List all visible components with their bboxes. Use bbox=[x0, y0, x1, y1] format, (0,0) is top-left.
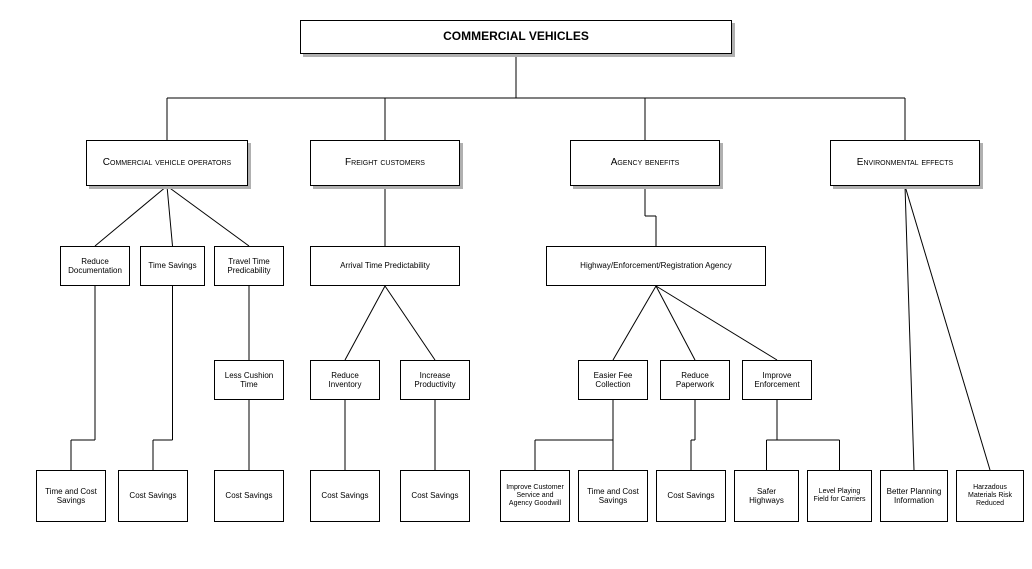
node-rpap: Reduce Paperwork bbox=[660, 360, 730, 400]
node-ttp: Travel Time Predicability bbox=[214, 246, 284, 286]
node-ee: Environmental effects bbox=[830, 140, 980, 186]
node-L3: Cost Savings bbox=[214, 470, 284, 522]
node-label: Highway/Enforcement/Registration Agency bbox=[551, 261, 761, 270]
node-L11: Better Planning Information bbox=[880, 470, 948, 522]
node-root: COMMERCIAL VEHICLES bbox=[300, 20, 732, 54]
node-label: Safer Highways bbox=[739, 487, 794, 505]
node-tsav: Time Savings bbox=[140, 246, 205, 286]
node-L2: Cost Savings bbox=[118, 470, 188, 522]
node-L8: Cost Savings bbox=[656, 470, 726, 522]
node-label: Level Playing Field for Carriers bbox=[812, 488, 867, 504]
node-incp: Increase Productivity bbox=[400, 360, 470, 400]
node-label: Cost Savings bbox=[219, 491, 279, 500]
node-label: Cost Savings bbox=[405, 491, 465, 500]
node-label: COMMERCIAL VEHICLES bbox=[305, 30, 727, 44]
node-label: Cost Savings bbox=[315, 491, 375, 500]
node-label: Time Savings bbox=[145, 261, 200, 270]
node-label: Time and Cost Savings bbox=[41, 487, 101, 505]
node-L6: Improve Customer Service and Agency Good… bbox=[500, 470, 570, 522]
node-ienf: Improve Enforcement bbox=[742, 360, 812, 400]
node-L5: Cost Savings bbox=[400, 470, 470, 522]
node-L12: Harzadous Materials Risk Reduced bbox=[956, 470, 1024, 522]
node-label: Reduce Documentation bbox=[65, 257, 125, 275]
node-efee: Easier Fee Collection bbox=[578, 360, 648, 400]
node-L9: Safer Highways bbox=[734, 470, 799, 522]
node-label: Commercial vehicle operators bbox=[91, 157, 243, 169]
node-label: Agency benefits bbox=[575, 157, 715, 169]
node-label: Less Cushion Time bbox=[219, 371, 279, 389]
node-label: Increase Productivity bbox=[405, 371, 465, 389]
node-label: Improve Enforcement bbox=[747, 371, 807, 389]
node-label: Arrival Time Predictability bbox=[315, 261, 455, 270]
node-label: Reduce Paperwork bbox=[665, 371, 725, 389]
node-L4: Cost Savings bbox=[310, 470, 380, 522]
node-L7: Time and Cost Savings bbox=[578, 470, 648, 522]
node-fc: Freight customers bbox=[310, 140, 460, 186]
node-cvo: Commercial vehicle operators bbox=[86, 140, 248, 186]
node-rinv: Reduce Inventory bbox=[310, 360, 380, 400]
node-label: Reduce Inventory bbox=[315, 371, 375, 389]
node-label: Cost Savings bbox=[123, 491, 183, 500]
node-lct: Less Cushion Time bbox=[214, 360, 284, 400]
node-hera: Highway/Enforcement/Registration Agency bbox=[546, 246, 766, 286]
node-label: Easier Fee Collection bbox=[583, 371, 643, 389]
node-ab: Agency benefits bbox=[570, 140, 720, 186]
node-label: Cost Savings bbox=[661, 491, 721, 500]
node-label: Freight customers bbox=[315, 157, 455, 169]
node-label: Environmental effects bbox=[835, 157, 975, 169]
node-L10: Level Playing Field for Carriers bbox=[807, 470, 872, 522]
node-label: Improve Customer Service and Agency Good… bbox=[505, 484, 565, 508]
node-label: Better Planning Information bbox=[885, 487, 943, 505]
node-atp: Arrival Time Predictability bbox=[310, 246, 460, 286]
node-label: Time and Cost Savings bbox=[583, 487, 643, 505]
node-L1: Time and Cost Savings bbox=[36, 470, 106, 522]
diagram-stage: COMMERCIAL VEHICLES Commercial vehicle op… bbox=[0, 0, 1032, 569]
node-reddoc: Reduce Documentation bbox=[60, 246, 130, 286]
node-label: Harzadous Materials Risk Reduced bbox=[961, 484, 1019, 508]
node-label: Travel Time Predicability bbox=[219, 257, 279, 275]
